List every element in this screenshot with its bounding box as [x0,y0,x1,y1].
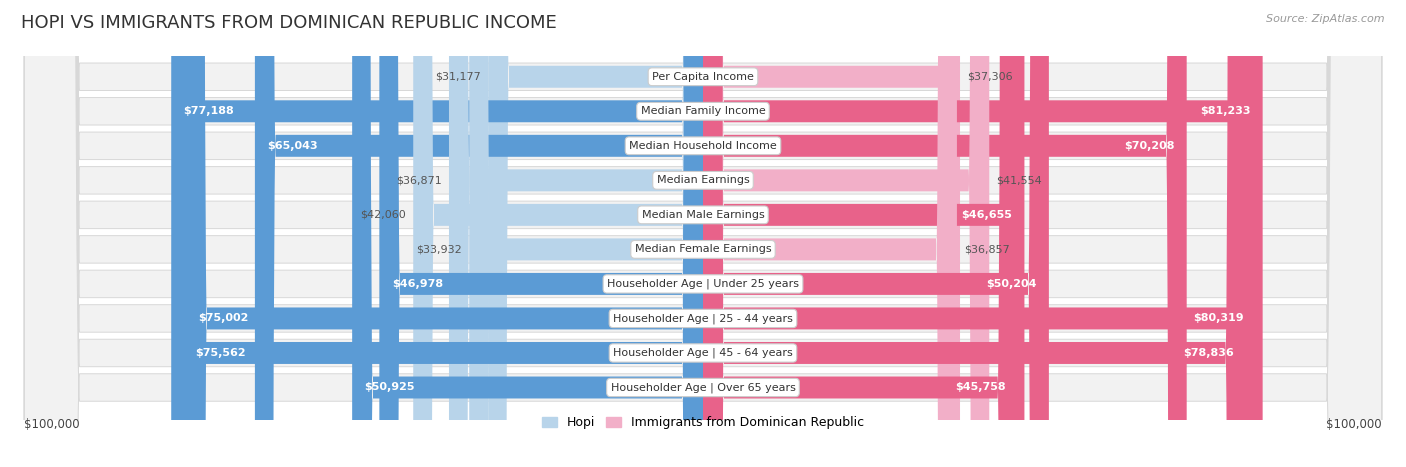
Text: Median Female Earnings: Median Female Earnings [634,244,772,255]
FancyBboxPatch shape [183,0,703,467]
FancyBboxPatch shape [413,0,703,467]
Text: Median Male Earnings: Median Male Earnings [641,210,765,220]
FancyBboxPatch shape [703,0,1257,467]
FancyBboxPatch shape [24,0,1382,467]
FancyBboxPatch shape [703,0,1025,467]
FancyBboxPatch shape [24,0,1382,467]
FancyBboxPatch shape [703,0,1263,467]
Text: Per Capita Income: Per Capita Income [652,72,754,82]
Text: $75,562: $75,562 [195,348,246,358]
Text: Householder Age | 25 - 44 years: Householder Age | 25 - 44 years [613,313,793,324]
FancyBboxPatch shape [380,0,703,467]
FancyBboxPatch shape [488,0,703,467]
Text: $41,554: $41,554 [997,175,1042,185]
Text: $100,000: $100,000 [1326,418,1382,431]
FancyBboxPatch shape [703,0,1018,467]
FancyBboxPatch shape [24,0,1382,467]
FancyBboxPatch shape [24,0,1382,467]
FancyBboxPatch shape [24,0,1382,467]
Text: $46,978: $46,978 [392,279,443,289]
Text: Householder Age | 45 - 64 years: Householder Age | 45 - 64 years [613,348,793,358]
FancyBboxPatch shape [186,0,703,467]
FancyBboxPatch shape [470,0,703,467]
Text: $77,188: $77,188 [184,106,235,116]
Text: Median Earnings: Median Earnings [657,175,749,185]
Text: $80,319: $80,319 [1194,313,1244,324]
FancyBboxPatch shape [24,0,1382,467]
Text: HOPI VS IMMIGRANTS FROM DOMINICAN REPUBLIC INCOME: HOPI VS IMMIGRANTS FROM DOMINICAN REPUBL… [21,14,557,32]
Text: $50,925: $50,925 [364,382,415,392]
FancyBboxPatch shape [24,0,1382,467]
Text: Source: ZipAtlas.com: Source: ZipAtlas.com [1267,14,1385,24]
FancyBboxPatch shape [172,0,703,467]
Text: $45,758: $45,758 [955,382,1005,392]
FancyBboxPatch shape [703,0,1246,467]
Text: $78,836: $78,836 [1182,348,1233,358]
Text: Householder Age | Over 65 years: Householder Age | Over 65 years [610,382,796,393]
Text: $81,233: $81,233 [1199,106,1250,116]
FancyBboxPatch shape [24,0,1382,467]
FancyBboxPatch shape [703,0,1187,467]
FancyBboxPatch shape [24,0,1382,467]
FancyBboxPatch shape [254,0,703,467]
Text: $31,177: $31,177 [436,72,481,82]
Text: $36,871: $36,871 [396,175,441,185]
FancyBboxPatch shape [24,0,1382,467]
Text: $36,857: $36,857 [963,244,1010,255]
Text: Median Household Income: Median Household Income [628,141,778,151]
FancyBboxPatch shape [703,0,1049,467]
FancyBboxPatch shape [703,0,960,467]
FancyBboxPatch shape [703,0,990,467]
Text: $42,060: $42,060 [360,210,406,220]
FancyBboxPatch shape [703,0,957,467]
Text: $100,000: $100,000 [24,418,80,431]
Text: $33,932: $33,932 [416,244,463,255]
FancyBboxPatch shape [449,0,703,467]
Text: $70,208: $70,208 [1123,141,1174,151]
Text: $37,306: $37,306 [967,72,1012,82]
FancyBboxPatch shape [352,0,703,467]
Text: Median Family Income: Median Family Income [641,106,765,116]
Legend: Hopi, Immigrants from Dominican Republic: Hopi, Immigrants from Dominican Republic [537,411,869,434]
Text: $65,043: $65,043 [267,141,318,151]
Text: $50,204: $50,204 [986,279,1036,289]
Text: $46,655: $46,655 [962,210,1012,220]
Text: $75,002: $75,002 [198,313,249,324]
Text: Householder Age | Under 25 years: Householder Age | Under 25 years [607,279,799,289]
